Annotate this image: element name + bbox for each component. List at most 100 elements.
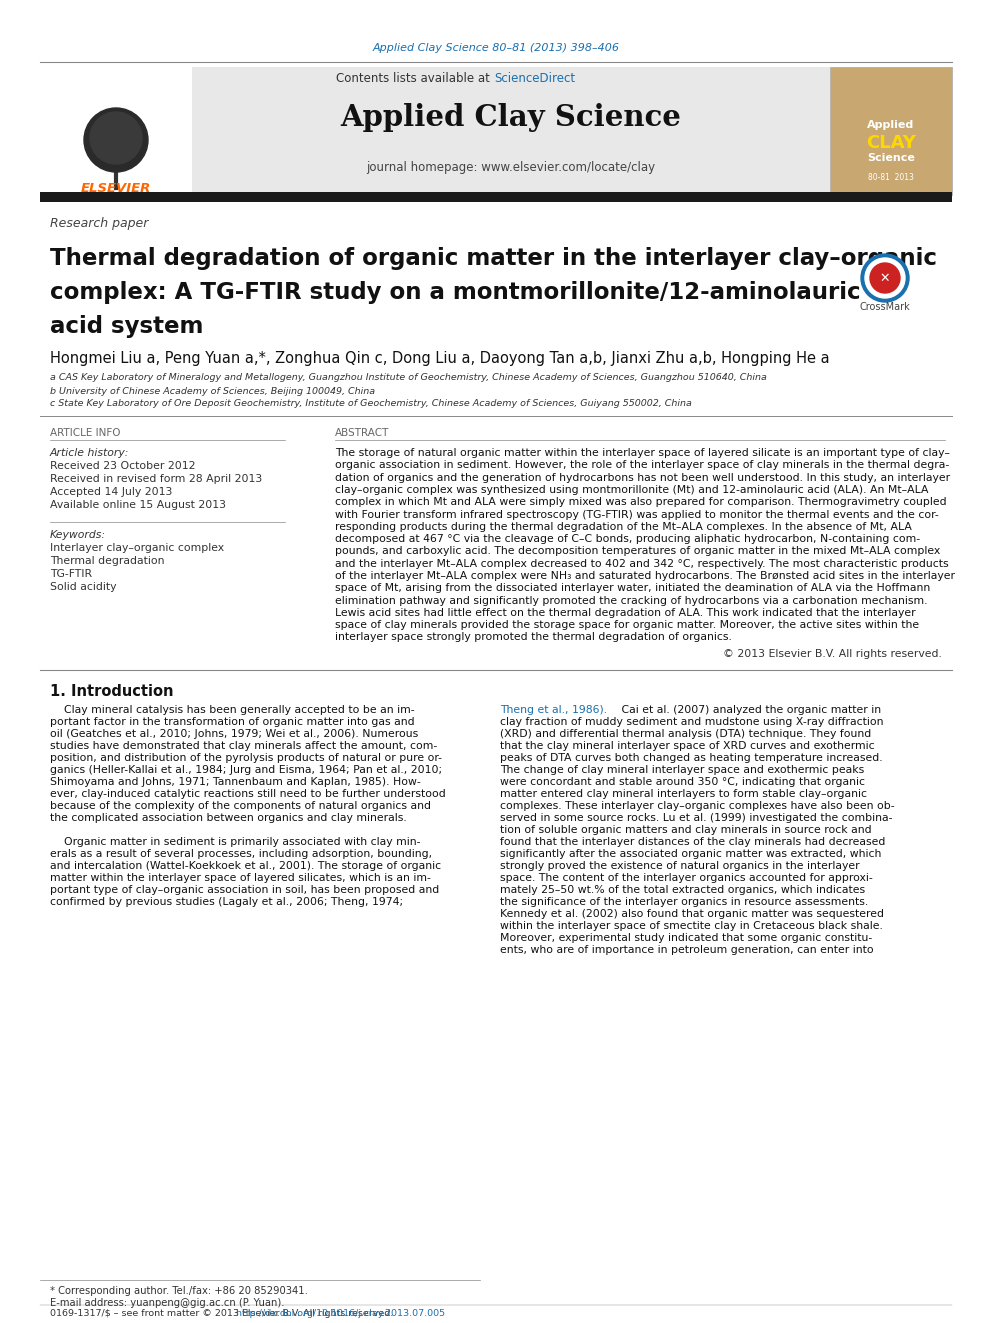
- Text: clay–organic complex was synthesized using montmorillonite (Mt) and 12-aminolaur: clay–organic complex was synthesized usi…: [335, 486, 929, 495]
- Text: Contents lists available at: Contents lists available at: [336, 71, 494, 85]
- Text: Solid acidity: Solid acidity: [50, 582, 116, 591]
- Text: space of Mt, arising from the dissociated interlayer water, initiated the deamin: space of Mt, arising from the dissociate…: [335, 583, 930, 593]
- Text: Accepted 14 July 2013: Accepted 14 July 2013: [50, 487, 173, 497]
- Text: Article history:: Article history:: [50, 448, 129, 458]
- Text: matter within the interlayer space of layered silicates, which is an im-: matter within the interlayer space of la…: [50, 873, 431, 882]
- Text: Cai et al. (2007) analyzed the organic matter in: Cai et al. (2007) analyzed the organic m…: [618, 705, 881, 714]
- Text: with Fourier transform infrared spectroscopy (TG-FTIR) was applied to monitor th: with Fourier transform infrared spectros…: [335, 509, 938, 520]
- Text: Received in revised form 28 April 2013: Received in revised form 28 April 2013: [50, 474, 262, 484]
- Text: Available online 15 August 2013: Available online 15 August 2013: [50, 500, 226, 509]
- Text: c State Key Laboratory of Ore Deposit Geochemistry, Institute of Geochemistry, C: c State Key Laboratory of Ore Deposit Ge…: [50, 400, 691, 409]
- Circle shape: [865, 258, 905, 298]
- Text: (XRD) and differential thermal analysis (DTA) technique. They found: (XRD) and differential thermal analysis …: [500, 729, 871, 738]
- FancyBboxPatch shape: [830, 67, 952, 194]
- Text: organic association in sediment. However, the role of the interlayer space of cl: organic association in sediment. However…: [335, 460, 949, 470]
- Text: Moreover, experimental study indicated that some organic constitu-: Moreover, experimental study indicated t…: [500, 933, 872, 943]
- Circle shape: [861, 254, 909, 302]
- FancyBboxPatch shape: [192, 67, 830, 194]
- Text: and intercalation (Wattel-Koekkoek et al., 2001). The storage of organic: and intercalation (Wattel-Koekkoek et al…: [50, 861, 441, 871]
- Text: Kennedy et al. (2002) also found that organic matter was sequestered: Kennedy et al. (2002) also found that or…: [500, 909, 884, 918]
- Text: 1. Introduction: 1. Introduction: [50, 684, 174, 700]
- Text: space of clay minerals provided the storage space for organic matter. Moreover, : space of clay minerals provided the stor…: [335, 620, 920, 630]
- Text: peaks of DTA curves both changed as heating temperature increased.: peaks of DTA curves both changed as heat…: [500, 753, 883, 763]
- Text: © 2013 Elsevier B.V. All rights reserved.: © 2013 Elsevier B.V. All rights reserved…: [723, 648, 942, 659]
- Text: TG-FTIR: TG-FTIR: [50, 569, 92, 579]
- Text: Thermal degradation: Thermal degradation: [50, 556, 165, 566]
- Text: space. The content of the interlayer organics accounted for approxi-: space. The content of the interlayer org…: [500, 873, 873, 882]
- Text: matter entered clay mineral interlayers to form stable clay–organic: matter entered clay mineral interlayers …: [500, 789, 867, 799]
- Text: the complicated association between organics and clay minerals.: the complicated association between orga…: [50, 812, 407, 823]
- Text: pounds, and carboxylic acid. The decomposition temperatures of organic matter in: pounds, and carboxylic acid. The decompo…: [335, 546, 940, 557]
- Text: portant factor in the transformation of organic matter into gas and: portant factor in the transformation of …: [50, 717, 415, 726]
- Text: Keywords:: Keywords:: [50, 531, 106, 540]
- Text: ganics (Heller-Kallai et al., 1984; Jurg and Eisma, 1964; Pan et al., 2010;: ganics (Heller-Kallai et al., 1984; Jurg…: [50, 765, 442, 775]
- Text: interlayer space strongly promoted the thermal degradation of organics.: interlayer space strongly promoted the t…: [335, 632, 732, 643]
- Text: Clay mineral catalysis has been generally accepted to be an im-: Clay mineral catalysis has been generall…: [50, 705, 415, 714]
- Text: ScienceDirect: ScienceDirect: [494, 71, 575, 85]
- Text: Applied: Applied: [867, 120, 915, 130]
- Text: complexes. These interlayer clay–organic complexes have also been ob-: complexes. These interlayer clay–organic…: [500, 800, 895, 811]
- Text: complex in which Mt and ALA were simply mixed was also prepared for comparison. : complex in which Mt and ALA were simply …: [335, 497, 946, 507]
- Text: clay fraction of muddy sediment and mudstone using X-ray diffraction: clay fraction of muddy sediment and muds…: [500, 717, 884, 726]
- Text: portant type of clay–organic association in soil, has been proposed and: portant type of clay–organic association…: [50, 885, 439, 894]
- Text: ARTICLE INFO: ARTICLE INFO: [50, 429, 120, 438]
- Text: http://dx.doi.org/10.1016/j.clay.2013.07.005: http://dx.doi.org/10.1016/j.clay.2013.07…: [50, 1310, 445, 1319]
- Text: erals as a result of several processes, including adsorption, bounding,: erals as a result of several processes, …: [50, 849, 433, 859]
- Text: 0169-1317/$ – see front matter © 2013 Elsevier B.V. All rights reserved.: 0169-1317/$ – see front matter © 2013 El…: [50, 1310, 393, 1319]
- Text: the significance of the interlayer organics in resource assessments.: the significance of the interlayer organ…: [500, 897, 868, 906]
- Text: position, and distribution of the pyrolysis products of natural or pure or-: position, and distribution of the pyroly…: [50, 753, 442, 763]
- Text: mately 25–50 wt.% of the total extracted organics, which indicates: mately 25–50 wt.% of the total extracted…: [500, 885, 865, 894]
- Text: within the interlayer space of smectite clay in Cretaceous black shale.: within the interlayer space of smectite …: [500, 921, 883, 931]
- Text: ents, who are of importance in petroleum generation, can enter into: ents, who are of importance in petroleum…: [500, 945, 874, 955]
- Text: Organic matter in sediment is primarily associated with clay min-: Organic matter in sediment is primarily …: [50, 837, 421, 847]
- Circle shape: [84, 108, 148, 172]
- Text: studies have demonstrated that clay minerals affect the amount, com-: studies have demonstrated that clay mine…: [50, 741, 437, 750]
- Text: journal homepage: www.elsevier.com/locate/clay: journal homepage: www.elsevier.com/locat…: [366, 161, 656, 175]
- Text: The change of clay mineral interlayer space and exothermic peaks: The change of clay mineral interlayer sp…: [500, 765, 864, 775]
- Text: ✕: ✕: [880, 271, 890, 284]
- Text: were concordant and stable around 350 °C, indicating that organic: were concordant and stable around 350 °C…: [500, 777, 865, 787]
- Text: Shimoyama and Johns, 1971; Tannenbaum and Kaplan, 1985). How-: Shimoyama and Johns, 1971; Tannenbaum an…: [50, 777, 421, 787]
- Text: elimination pathway and significantly promoted the cracking of hydrocarbons via : elimination pathway and significantly pr…: [335, 595, 928, 606]
- Text: Lewis acid sites had little effect on the thermal degradation of ALA. This work : Lewis acid sites had little effect on th…: [335, 607, 916, 618]
- Text: Interlayer clay–organic complex: Interlayer clay–organic complex: [50, 542, 224, 553]
- Text: of the interlayer Mt–ALA complex were NH₃ and saturated hydrocarbons. The Brønst: of the interlayer Mt–ALA complex were NH…: [335, 572, 955, 581]
- Text: Hongmei Liu a, Peng Yuan a,*, Zonghua Qin c, Dong Liu a, Daoyong Tan a,b, Jianxi: Hongmei Liu a, Peng Yuan a,*, Zonghua Qi…: [50, 351, 829, 365]
- Text: b University of Chinese Academy of Sciences, Beijing 100049, China: b University of Chinese Academy of Scien…: [50, 386, 375, 396]
- Text: a CAS Key Laboratory of Mineralogy and Metallogeny, Guangzhou Institute of Geoch: a CAS Key Laboratory of Mineralogy and M…: [50, 373, 767, 382]
- Text: because of the complexity of the components of natural organics and: because of the complexity of the compone…: [50, 800, 431, 811]
- Text: oil (Geatches et al., 2010; Johns, 1979; Wei et al., 2006). Numerous: oil (Geatches et al., 2010; Johns, 1979;…: [50, 729, 419, 738]
- Text: and the interlayer Mt–ALA complex decreased to 402 and 342 °C, respectively. The: and the interlayer Mt–ALA complex decrea…: [335, 558, 948, 569]
- Text: Received 23 October 2012: Received 23 October 2012: [50, 460, 195, 471]
- Text: The storage of natural organic matter within the interlayer space of layered sil: The storage of natural organic matter wi…: [335, 448, 950, 458]
- Text: Research paper: Research paper: [50, 217, 149, 230]
- Text: found that the interlayer distances of the clay minerals had decreased: found that the interlayer distances of t…: [500, 837, 886, 847]
- Text: complex: A TG-FTIR study on a montmorillonite/12-aminolauric: complex: A TG-FTIR study on a montmorill…: [50, 282, 861, 304]
- Text: ELSEVIER: ELSEVIER: [80, 181, 151, 194]
- Text: 80-81  2013: 80-81 2013: [868, 173, 914, 183]
- Text: decomposed at 467 °C via the cleavage of C–C bonds, producing aliphatic hydrocar: decomposed at 467 °C via the cleavage of…: [335, 534, 921, 544]
- Text: tion of soluble organic matters and clay minerals in source rock and: tion of soluble organic matters and clay…: [500, 824, 872, 835]
- Text: Applied Clay Science 80–81 (2013) 398–406: Applied Clay Science 80–81 (2013) 398–40…: [373, 44, 619, 53]
- Circle shape: [90, 112, 142, 164]
- Text: ABSTRACT: ABSTRACT: [335, 429, 390, 438]
- Text: dation of organics and the generation of hydrocarbons has not been well understo: dation of organics and the generation of…: [335, 472, 950, 483]
- Text: that the clay mineral interlayer space of XRD curves and exothermic: that the clay mineral interlayer space o…: [500, 741, 875, 750]
- Text: Science: Science: [867, 153, 915, 163]
- FancyBboxPatch shape: [40, 67, 192, 194]
- Text: Thermal degradation of organic matter in the interlayer clay–organic: Thermal degradation of organic matter in…: [50, 247, 937, 270]
- Circle shape: [870, 263, 900, 292]
- Text: Applied Clay Science: Applied Clay Science: [340, 103, 682, 132]
- Text: served in some source rocks. Lu et al. (1999) investigated the combina-: served in some source rocks. Lu et al. (…: [500, 812, 893, 823]
- Text: Theng et al., 1986).: Theng et al., 1986).: [500, 705, 607, 714]
- FancyBboxPatch shape: [40, 192, 952, 202]
- Text: acid system: acid system: [50, 315, 203, 339]
- Text: * Corresponding author. Tel./fax: +86 20 85290341.: * Corresponding author. Tel./fax: +86 20…: [50, 1286, 308, 1297]
- Text: ever, clay-induced catalytic reactions still need to be further understood: ever, clay-induced catalytic reactions s…: [50, 789, 445, 799]
- Text: CrossMark: CrossMark: [860, 302, 911, 312]
- Text: confirmed by previous studies (Lagaly et al., 2006; Theng, 1974;: confirmed by previous studies (Lagaly et…: [50, 897, 403, 906]
- Text: strongly proved the existence of natural organics in the interlayer: strongly proved the existence of natural…: [500, 861, 860, 871]
- Text: CLAY: CLAY: [866, 134, 916, 152]
- Text: E-mail address: yuanpeng@gig.ac.cn (P. Yuan).: E-mail address: yuanpeng@gig.ac.cn (P. Y…: [50, 1298, 285, 1308]
- Text: significantly after the associated organic matter was extracted, which: significantly after the associated organ…: [500, 849, 881, 859]
